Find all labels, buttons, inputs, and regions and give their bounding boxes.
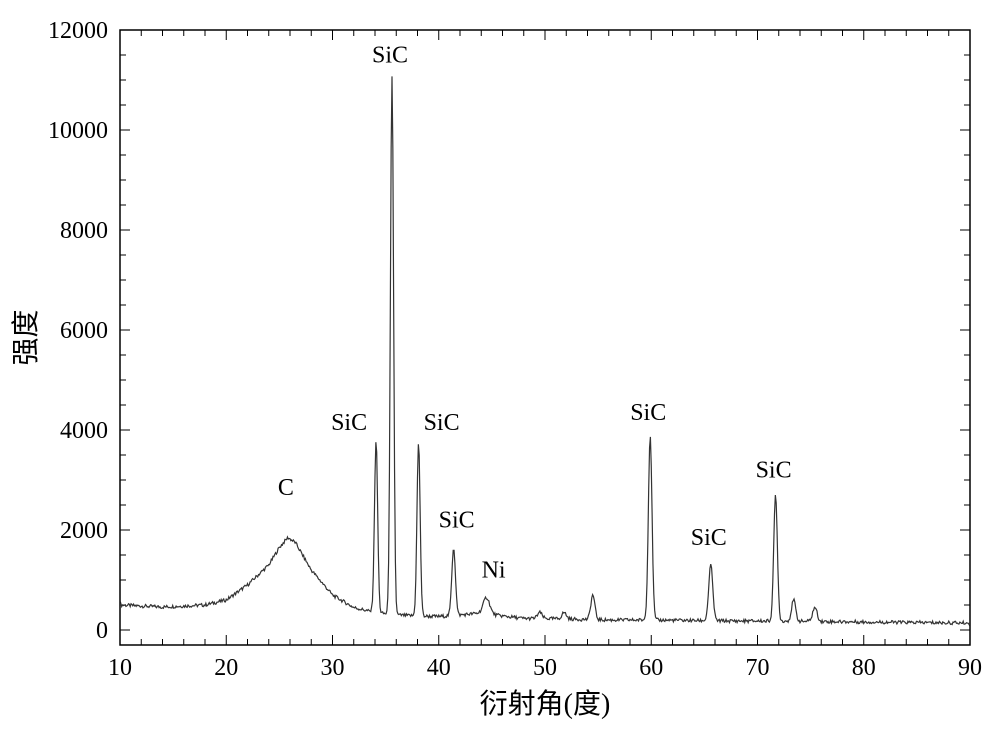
y-tick-label: 12000 — [48, 18, 108, 44]
peak-label: Ni — [482, 558, 506, 584]
x-tick-label: 10 — [108, 655, 132, 681]
x-tick-label: 50 — [533, 655, 557, 681]
x-tick-label: 30 — [321, 655, 345, 681]
y-axis-label: 强度 — [10, 309, 42, 365]
peak-label: SiC — [439, 508, 475, 534]
peak-label: SiC — [630, 400, 666, 426]
y-tick-label: 6000 — [60, 318, 108, 344]
x-tick-label: 90 — [958, 655, 982, 681]
y-tick-label: 10000 — [48, 118, 108, 144]
x-tick-label: 80 — [852, 655, 876, 681]
peak-label: SiC — [424, 410, 460, 436]
peak-label: C — [278, 475, 294, 501]
x-tick-label: 60 — [639, 655, 663, 681]
x-tick-label: 40 — [427, 655, 451, 681]
y-tick-label: 0 — [96, 618, 108, 644]
peak-label: SiC — [691, 525, 727, 551]
peak-label: SiC — [372, 43, 408, 69]
xrd-chart: 10 20 30 40 50 60 70 80 90 衍射角(度) 0 2000 4000 6000 800… — [0, 0, 1000, 735]
y-tick-label: 8000 — [60, 218, 108, 244]
x-tick-label: 20 — [214, 655, 238, 681]
chart-svg: 10 20 30 40 50 60 70 80 90 衍射角(度) 0 2000 4000 6000 800… — [0, 0, 1000, 735]
y-tick-label: 4000 — [60, 418, 108, 444]
x-axis-label: 衍射角(度) — [480, 688, 611, 720]
x-tick-label: 70 — [746, 655, 770, 681]
peak-label: SiC — [331, 410, 367, 436]
y-tick-label: 2000 — [60, 518, 108, 544]
peak-label: SiC — [756, 458, 792, 484]
